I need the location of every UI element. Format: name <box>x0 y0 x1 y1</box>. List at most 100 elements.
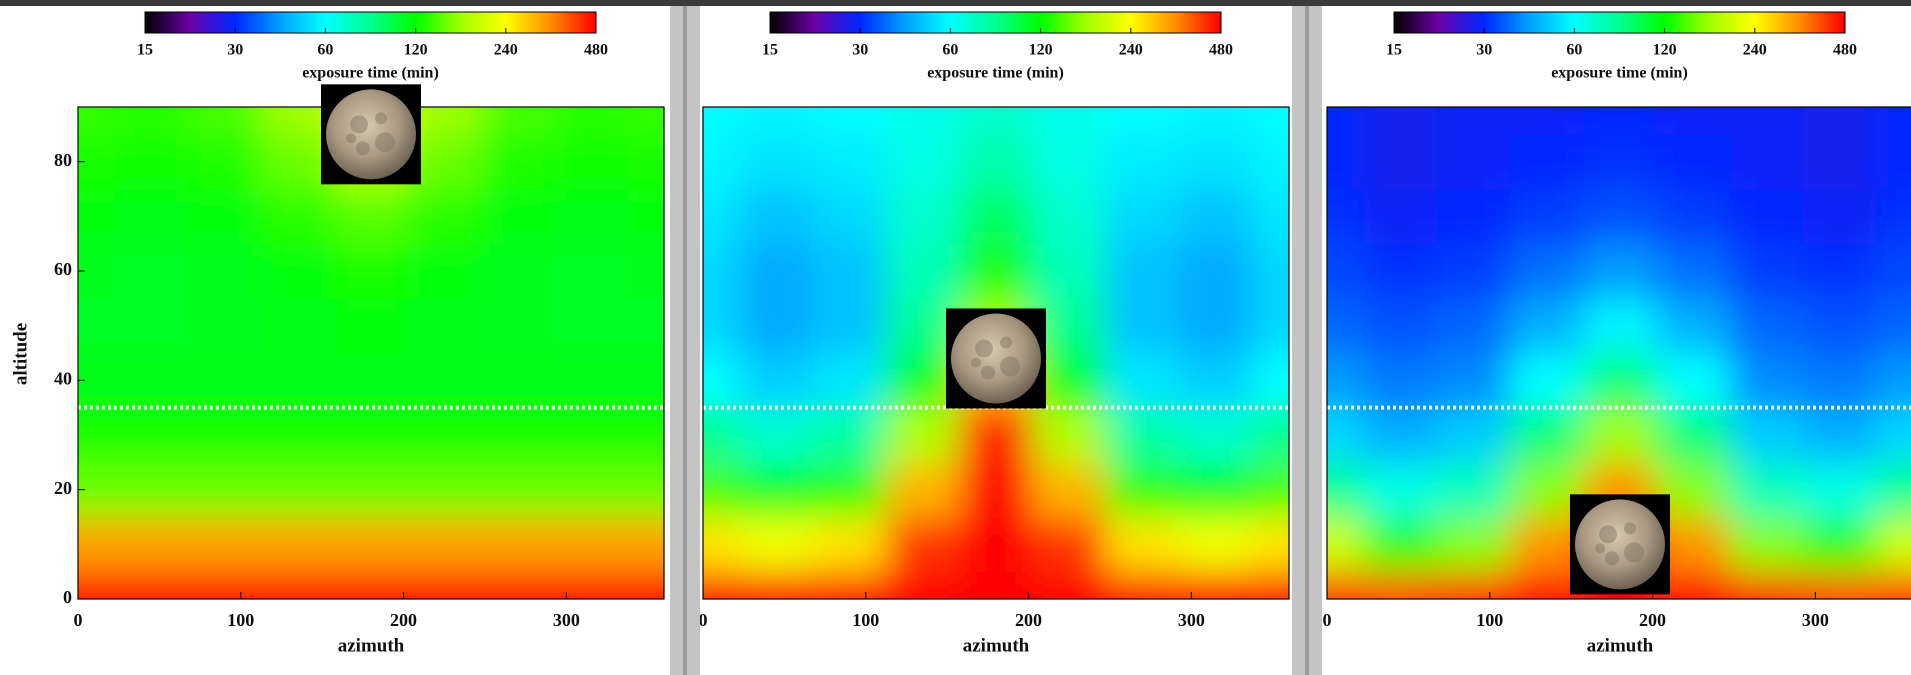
moon-crater <box>350 115 368 134</box>
heat-cell <box>627 353 664 409</box>
x-tick-label: 0 <box>1323 610 1332 630</box>
moon-crater <box>1624 522 1636 535</box>
heat-cell <box>114 571 189 599</box>
heat-cell <box>554 462 628 518</box>
heat-cell <box>959 462 1034 518</box>
heat-cell <box>114 107 189 135</box>
heat-cell <box>1179 353 1253 409</box>
heat-cell <box>812 298 887 354</box>
heat-cell <box>1510 189 1584 245</box>
colorbar-tick-label: 480 <box>1833 42 1857 59</box>
heat-cell <box>334 517 409 573</box>
heat-cell <box>627 107 664 135</box>
heat-cell <box>1583 134 1658 190</box>
colorbar-tick-label: 120 <box>1653 42 1677 59</box>
heat-cell <box>1436 407 1511 463</box>
heat-cell <box>739 407 814 463</box>
heat-cell <box>554 107 628 135</box>
heatmap <box>78 107 664 599</box>
heat-cell <box>1876 134 1911 190</box>
heat-cell <box>407 243 482 299</box>
heat-cell <box>959 407 1034 463</box>
heat-cell <box>1327 189 1365 245</box>
heat-cell <box>1252 571 1289 599</box>
heat-cell <box>886 189 960 245</box>
heat-cell <box>1583 298 1658 354</box>
heat-cell <box>886 517 960 573</box>
heat-cell <box>554 407 628 463</box>
colorbar-tick-label: 30 <box>227 42 243 59</box>
colorbar-label: exposure time (min) <box>302 65 439 82</box>
heat-cell <box>407 298 482 354</box>
heat-cell <box>1729 298 1804 354</box>
heat-cell <box>1656 189 1731 245</box>
heat-cell <box>703 134 741 190</box>
heatmap <box>1327 107 1911 599</box>
heat-cell <box>480 407 555 463</box>
heat-cell <box>261 462 335 518</box>
heat-cell <box>1510 134 1584 190</box>
heat-cell <box>1510 107 1584 135</box>
colorbar-tick-label: 60 <box>317 42 333 59</box>
moon-crater <box>971 357 981 368</box>
heat-cell <box>703 407 741 463</box>
heat-cell <box>1656 298 1731 354</box>
heat-cell <box>407 353 482 409</box>
x-tick-label: 100 <box>852 610 879 630</box>
heat-cell <box>1583 407 1658 463</box>
heat-cell <box>739 107 814 135</box>
heat-cell <box>480 571 555 599</box>
heat-cell <box>1363 517 1438 573</box>
heat-cell <box>1363 407 1438 463</box>
heat-cell <box>886 107 960 135</box>
heat-cell <box>703 353 741 409</box>
heat-cell <box>739 517 814 573</box>
heat-cell <box>627 407 664 463</box>
heat-cell <box>627 134 664 190</box>
heat-cell <box>1876 517 1911 573</box>
moon-crater <box>1624 542 1644 563</box>
heat-cell <box>1105 134 1180 190</box>
colorbar-tick-label: 15 <box>1386 42 1402 59</box>
heat-cell <box>812 134 887 190</box>
heat-cell <box>554 189 628 245</box>
heat-cell <box>78 107 116 135</box>
colorbar-tick-label: 120 <box>1029 42 1053 59</box>
plot-frame <box>1326 106 1911 600</box>
heat-cell <box>1179 407 1253 463</box>
heat-cell <box>1032 134 1107 190</box>
moon-marker <box>946 308 1046 409</box>
heat-cell <box>1510 243 1584 299</box>
colorbar-tick-label: 240 <box>494 42 518 59</box>
heat-cell <box>1436 134 1511 190</box>
heat-cell <box>739 462 814 518</box>
heat-cell <box>1803 107 1877 135</box>
heat-cell <box>886 462 960 518</box>
heat-cell <box>1436 298 1511 354</box>
heat-cell <box>78 298 116 354</box>
heat-cell <box>334 243 409 299</box>
heat-cell <box>1252 298 1289 354</box>
heat-cell <box>407 407 482 463</box>
heat-cell <box>334 189 409 245</box>
x-tick-label: 200 <box>1639 610 1666 630</box>
heat-cell <box>554 517 628 573</box>
heat-cell <box>886 571 960 599</box>
heat-cell <box>334 353 409 409</box>
x-tick-label: 300 <box>1178 610 1205 630</box>
heat-cell <box>1327 571 1365 599</box>
heat-cell <box>1510 353 1584 409</box>
heat-cell <box>187 107 262 135</box>
heat-cell <box>1583 189 1658 245</box>
plot-frame <box>702 106 1290 600</box>
heat-cell <box>261 243 335 299</box>
heat-cell <box>554 243 628 299</box>
moon <box>951 313 1041 404</box>
heat-cell <box>1032 462 1107 518</box>
heat-cell <box>261 571 335 599</box>
heat-cell <box>812 243 887 299</box>
heat-cell <box>1252 243 1289 299</box>
heat-cell <box>1105 462 1180 518</box>
heat-cell <box>1436 353 1511 409</box>
heat-cell <box>1510 298 1584 354</box>
